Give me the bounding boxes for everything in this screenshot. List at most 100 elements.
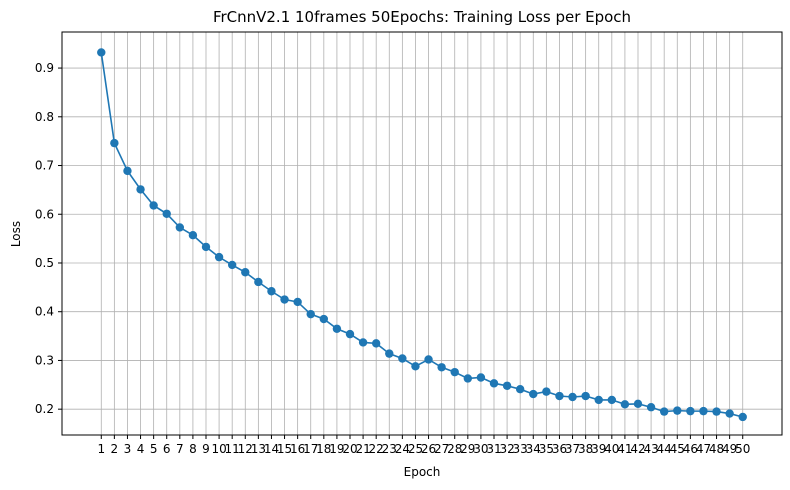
x-tick-label: 40: [604, 442, 619, 456]
x-tick-label: 16: [290, 442, 305, 456]
data-point: [332, 324, 342, 333]
x-tick-label: 37: [565, 442, 580, 456]
data-point: [267, 287, 276, 296]
data-point: [515, 384, 525, 394]
x-tick-label: 1: [97, 442, 105, 456]
data-point: [371, 339, 381, 348]
data-point: [712, 407, 721, 416]
grid-layer: [62, 32, 782, 435]
data-point: [424, 355, 433, 364]
data-point: [450, 367, 459, 377]
x-tick-label: 36: [552, 442, 567, 456]
x-tick-label: 34: [526, 442, 541, 456]
x-tick-label: 50: [735, 442, 750, 456]
data-point: [97, 48, 106, 57]
data-point: [358, 338, 368, 347]
data-point: [241, 268, 250, 277]
x-tick-label: 26: [421, 442, 436, 456]
data-point: [280, 295, 289, 304]
y-tick-label: 0.5: [35, 256, 54, 270]
data-point: [201, 242, 211, 252]
x-tick-label: 6: [163, 442, 171, 456]
y-tick-label: 0.7: [35, 159, 54, 173]
x-tick-label: 9: [202, 442, 210, 456]
data-point: [594, 395, 603, 405]
data-point: [673, 406, 682, 415]
data-point: [175, 223, 185, 232]
data-point: [227, 260, 237, 270]
x-tick-label: 15: [277, 442, 292, 456]
y-tick-label: 0.6: [35, 207, 54, 221]
x-tick-label: 33: [513, 442, 528, 456]
data-point: [686, 406, 695, 416]
axes-layer: 1 2 3 4 5 6 7 8 9 1011121314151617181920212223242…: [35, 61, 750, 456]
data-point: [254, 277, 263, 287]
y-tick-label: 0.2: [35, 402, 54, 416]
data-point: [319, 314, 329, 324]
data-point: [646, 403, 656, 412]
data-point: [502, 381, 512, 390]
x-tick-label: 43: [643, 442, 658, 456]
data-point: [214, 252, 224, 262]
series-line: [100, 52, 743, 418]
x-tick-label: 13: [251, 442, 266, 456]
x-tick-label: 14: [264, 442, 279, 456]
x-tick-label: 19: [329, 442, 344, 456]
data-point: [725, 409, 734, 418]
data-point: [476, 373, 486, 382]
data-point: [555, 391, 564, 401]
x-tick-label: 47: [696, 442, 711, 456]
y-tick-label: 0.3: [35, 353, 54, 367]
data-point: [581, 391, 590, 401]
x-tick-label: 25: [408, 442, 423, 456]
x-tick-label: 5: [150, 442, 158, 456]
x-tick-label: 27: [434, 442, 449, 456]
series-layer: [97, 48, 747, 422]
data-point: [110, 138, 119, 148]
x-tick-label: 28: [447, 442, 462, 456]
data-point: [463, 374, 473, 383]
x-tick-label: 17: [303, 442, 318, 456]
x-tick-label: 48: [709, 442, 724, 456]
x-tick-label: 29: [460, 442, 475, 456]
data-point: [385, 349, 394, 358]
data-point: [607, 395, 617, 405]
data-point: [529, 389, 538, 399]
x-tick-label: 39: [591, 442, 606, 456]
y-tick-label: 0.9: [35, 61, 54, 75]
x-tick-label: 22: [369, 442, 384, 456]
data-point: [188, 231, 198, 240]
y-tick-label: 0.8: [35, 110, 54, 124]
x-tick-label: 21: [355, 442, 370, 456]
data-point: [620, 400, 630, 409]
x-tick-label: 18: [316, 442, 331, 456]
x-tick-label: 42: [630, 442, 645, 456]
chart-title: FrCnnV2.1 10frames 50Epochs: Training Lo…: [213, 8, 631, 26]
data-point: [398, 354, 407, 363]
x-tick-label: 31: [486, 442, 501, 456]
x-tick-label: 41: [617, 442, 632, 456]
data-point: [293, 297, 302, 307]
plot-frame: [61, 31, 783, 436]
data-point: [306, 309, 315, 319]
x-tick-label: 38: [578, 442, 593, 456]
data-point: [162, 209, 171, 218]
x-tick-label: 24: [395, 442, 410, 456]
x-tick-label: 11: [225, 442, 240, 456]
data-point: [633, 399, 643, 409]
data-point: [738, 412, 747, 422]
data-point: [136, 185, 145, 194]
data-point: [659, 407, 669, 416]
data-point: [489, 379, 499, 388]
x-tick-label: 3: [124, 442, 132, 456]
x-tick-label: 32: [499, 442, 514, 456]
x-tick-label: 7: [176, 442, 184, 456]
x-axis-label: Epoch: [404, 465, 441, 479]
data-point: [568, 392, 577, 402]
y-tick-label: 0.4: [35, 305, 54, 319]
x-tick-label: 4: [137, 442, 145, 456]
x-tick-label: 8: [189, 442, 197, 456]
x-tick-label: 35: [539, 442, 554, 456]
x-tick-label: 23: [382, 442, 397, 456]
x-tick-label: 45: [670, 442, 685, 456]
